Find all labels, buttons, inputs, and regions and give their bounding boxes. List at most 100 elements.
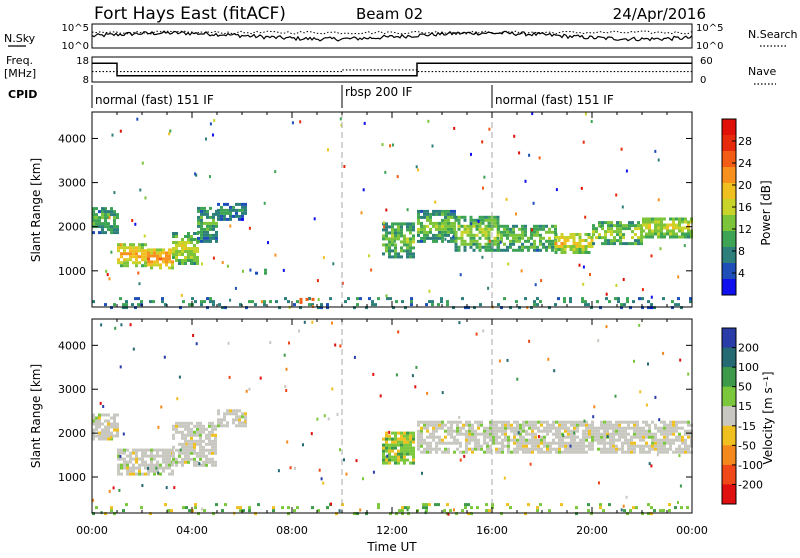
echo-cell — [144, 463, 147, 467]
echo-cell — [640, 224, 643, 228]
echo-cell — [624, 441, 627, 445]
echo-cell — [615, 450, 618, 454]
echo-cell — [226, 202, 229, 206]
echo-cell — [435, 426, 438, 430]
echo-cell — [493, 242, 497, 246]
echo-cell — [510, 450, 513, 454]
echo-cell — [400, 443, 403, 447]
scatter-cell — [339, 448, 341, 452]
echo-cell — [616, 233, 619, 237]
scatter-cell — [198, 462, 201, 466]
echo-cell — [501, 429, 504, 433]
echo-cell — [172, 241, 175, 244]
echo-cell — [573, 429, 576, 433]
echo-cell — [581, 239, 585, 242]
echo-cell — [581, 245, 585, 248]
echo-cell — [220, 217, 223, 221]
echo-cell — [613, 242, 616, 246]
echo-cell — [141, 463, 144, 467]
scatter-cell — [505, 197, 508, 201]
echo-cell — [241, 421, 244, 425]
echo-cell — [212, 512, 215, 516]
scatter-cell — [385, 208, 388, 212]
echo-cell — [107, 419, 110, 423]
echo-cell — [235, 211, 238, 215]
echo-cell — [543, 444, 546, 448]
echo-cell — [412, 446, 415, 450]
echo-cell — [468, 435, 471, 439]
echo-band-2 — [147, 248, 174, 270]
power-heatmap — [92, 112, 693, 310]
echo-cell — [107, 228, 110, 232]
echo-cell — [474, 444, 477, 448]
echo-cell — [522, 420, 525, 424]
echo-cell — [92, 219, 95, 223]
echo-cell — [610, 239, 613, 243]
echo-cell — [172, 256, 175, 259]
echo-cell — [255, 271, 258, 275]
echo-cell — [503, 230, 506, 234]
freq-panel-frame — [91, 56, 693, 83]
echo-cell — [684, 429, 687, 433]
echo-cell — [570, 435, 573, 439]
echo-cell — [497, 245, 500, 249]
echo-cell — [443, 509, 446, 513]
echo-cell — [678, 450, 681, 454]
nave-tick-high: 60 — [700, 56, 713, 67]
echo-cell — [184, 433, 187, 437]
echo-cell — [597, 438, 600, 442]
scatter-cell — [444, 237, 447, 241]
echo-cell — [226, 424, 229, 428]
echo-cell — [637, 239, 640, 243]
echo-cell — [444, 227, 447, 231]
echo-cell — [211, 433, 214, 437]
echo-cell — [199, 430, 202, 434]
scatter-cell — [534, 283, 537, 287]
echo-cell — [607, 230, 610, 234]
echo-cell — [620, 306, 623, 310]
echo-cell — [129, 451, 132, 455]
echo-cell — [400, 231, 403, 235]
echo-cell — [534, 432, 537, 436]
echo-cell — [215, 221, 218, 225]
echo-cell — [627, 420, 630, 424]
echo-cell — [98, 437, 101, 441]
scatter-cell — [179, 448, 182, 452]
echo-cell — [232, 421, 235, 425]
echo-cell — [555, 420, 558, 424]
echo-cell — [528, 420, 531, 424]
echo-cell — [639, 450, 642, 454]
echo-cell — [613, 239, 616, 243]
echo-cell — [388, 437, 391, 441]
echo-cell — [582, 447, 585, 451]
echo-cell — [450, 230, 453, 234]
scatter-cell — [498, 359, 501, 363]
echo-cell — [409, 240, 412, 244]
echo-cell — [382, 446, 385, 450]
echo-cell — [578, 251, 582, 254]
echo-cell — [123, 261, 126, 265]
echo-cell — [555, 432, 558, 436]
echo-cell — [122, 303, 125, 307]
echo-cell — [308, 297, 311, 301]
echo-cell — [560, 248, 564, 251]
scatter-cell — [322, 256, 325, 260]
echo-cell — [666, 229, 669, 233]
colorbar-swatch — [722, 199, 736, 216]
echo-band-8 — [417, 209, 456, 243]
echo-cell — [120, 255, 123, 259]
echo-cell — [385, 222, 388, 226]
echo-cell — [400, 446, 403, 450]
scatter-cell — [641, 288, 644, 292]
echo-cell — [666, 435, 669, 439]
echo-cell — [624, 429, 627, 433]
echo-cell — [480, 420, 483, 424]
echo-cell — [197, 239, 200, 243]
echo-cell — [534, 441, 537, 445]
scatter-cell — [310, 432, 313, 436]
echo-cell — [506, 245, 509, 249]
echo-cell — [662, 297, 665, 301]
y-tick-label: 3000 — [58, 383, 86, 396]
echo-cell — [159, 448, 162, 452]
echo-cell — [631, 242, 634, 246]
